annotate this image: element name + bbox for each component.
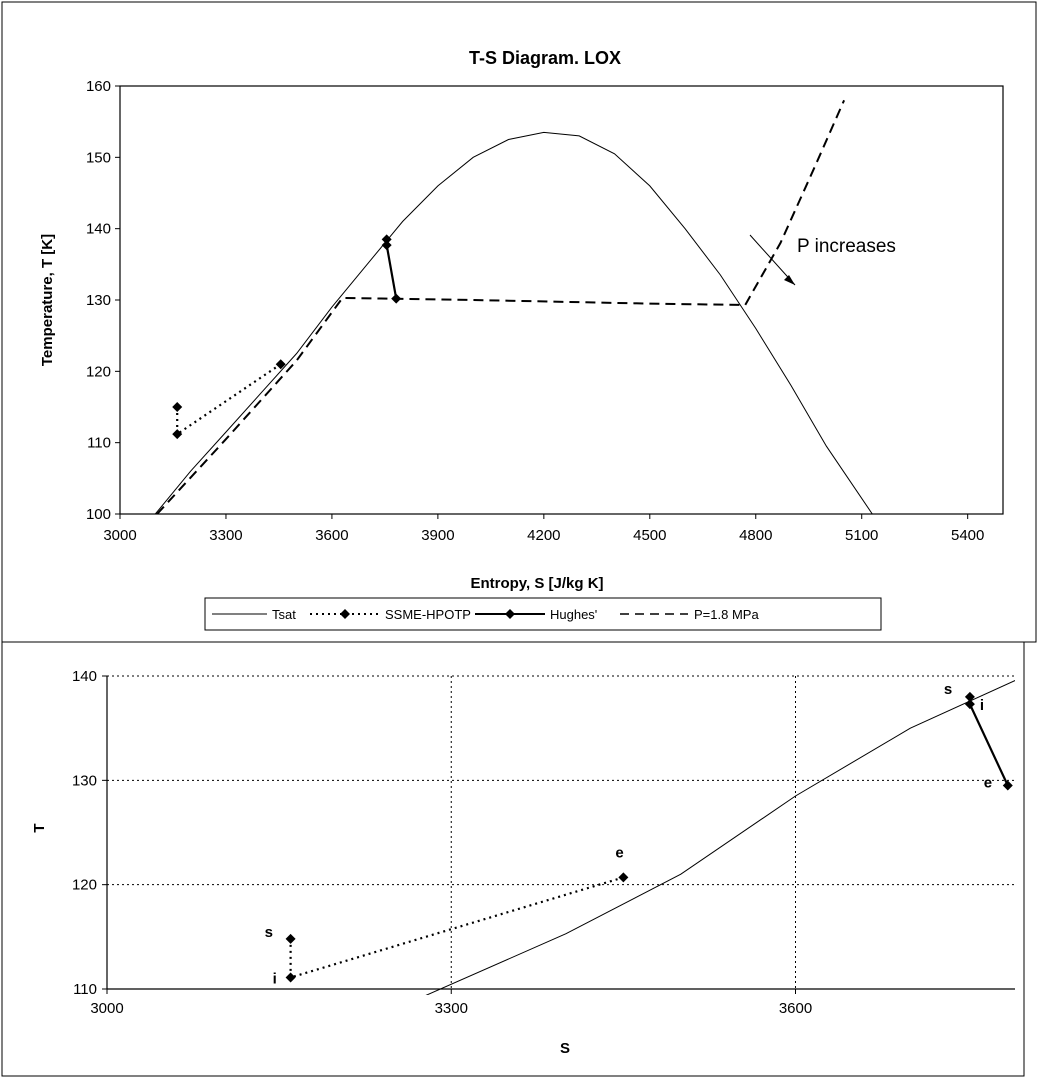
bottom-y-tick-label: 110 — [73, 981, 97, 998]
bottom-ssme-hpotp-point-label: e — [615, 844, 623, 861]
top-y-tick-label: 120 — [86, 363, 111, 380]
top-ssme-hpotp-point — [275, 359, 286, 370]
bottom-hughes-point — [1002, 780, 1013, 791]
top-x-tick-label: 5400 — [951, 527, 984, 544]
top-y-tick-label: 160 — [86, 78, 111, 95]
bottom-hughes-point — [964, 699, 975, 710]
top-x-tick-label: 3900 — [421, 527, 454, 544]
top-x-tick-label: 3600 — [315, 527, 348, 544]
legend: Tsat SSME-HPOTP Hughes' P=1.8 MPa — [204, 597, 882, 631]
bottom-chart-frame — [1, 641, 1025, 1077]
bottom-x-tick-label: 3300 — [435, 1000, 468, 1017]
top-x-tick-label: 4800 — [739, 527, 772, 544]
top-plot-area — [119, 85, 1004, 515]
top-y-tick-label: 130 — [86, 292, 111, 309]
top-hughes-point — [381, 240, 392, 251]
bottom-tsat-line — [425, 680, 1015, 995]
bottom-hughes-point — [964, 691, 975, 702]
top-x-tick-label: 5100 — [845, 527, 878, 544]
bottom-hughes-point-label: s — [944, 681, 952, 698]
top-x-axis-title: Entropy, S [J/kg K] — [470, 575, 603, 592]
bottom-ssme-hpotp-point — [285, 972, 296, 983]
top-y-tick-label: 100 — [86, 506, 111, 523]
legend-ssme-label: SSME-HPOTP — [385, 607, 471, 622]
bottom-x-tick-label: 3600 — [779, 1000, 812, 1017]
top-x-tick-label: 3300 — [209, 527, 242, 544]
bottom-x-axis-title: S — [560, 1040, 570, 1057]
bottom-hughes-point-label: i — [980, 697, 984, 714]
top-ssme-hpotp-point — [172, 429, 183, 440]
bottom-ssme-hpotp-point — [285, 933, 296, 944]
top-y-tick-label: 150 — [86, 149, 111, 166]
top-x-tick-label: 4500 — [633, 527, 666, 544]
top-tsat-line — [154, 131, 873, 514]
top-x-tick-label: 3000 — [103, 527, 136, 544]
top-chart-title: T-S Diagram. LOX — [469, 48, 621, 68]
p-increases-annotation: P increases — [797, 236, 896, 257]
bottom-ssme-hpotp-point-label: s — [265, 924, 273, 941]
legend-hughes-marker — [505, 609, 515, 619]
bottom-ssme-hpotp-point-label: i — [273, 971, 277, 988]
legend-ssme-marker — [340, 609, 350, 619]
top-y-tick-label: 110 — [87, 435, 111, 452]
bottom-y-tick-label: 140 — [72, 668, 97, 685]
top-x-tick-label: 4200 — [527, 527, 560, 544]
top-y-axis-title: Temperature, T [K] — [39, 234, 56, 366]
bottom-x-tick-label: 3000 — [90, 1000, 123, 1017]
legend-pressure-label: P=1.8 MPa — [694, 607, 759, 622]
bottom-ssme-hpotp-point — [618, 872, 629, 883]
arrowhead — [784, 275, 795, 285]
top-hughes-point — [381, 234, 392, 245]
top-ssme-hpotp-point — [172, 402, 183, 412]
legend-hughes-label: Hughes' — [550, 607, 597, 622]
bottom-ssme-hpotp-line — [289, 876, 624, 979]
bottom-hughes-point-label: e — [984, 775, 992, 792]
bottom-y-tick-label: 130 — [72, 772, 97, 789]
top-y-tick-label: 140 — [86, 221, 111, 238]
legend-tsat-label: Tsat — [272, 607, 296, 622]
bottom-y-tick-label: 120 — [72, 877, 97, 894]
top-p-1-8-mpa-line — [156, 99, 846, 514]
bottom-y-axis-title: T — [31, 823, 48, 832]
